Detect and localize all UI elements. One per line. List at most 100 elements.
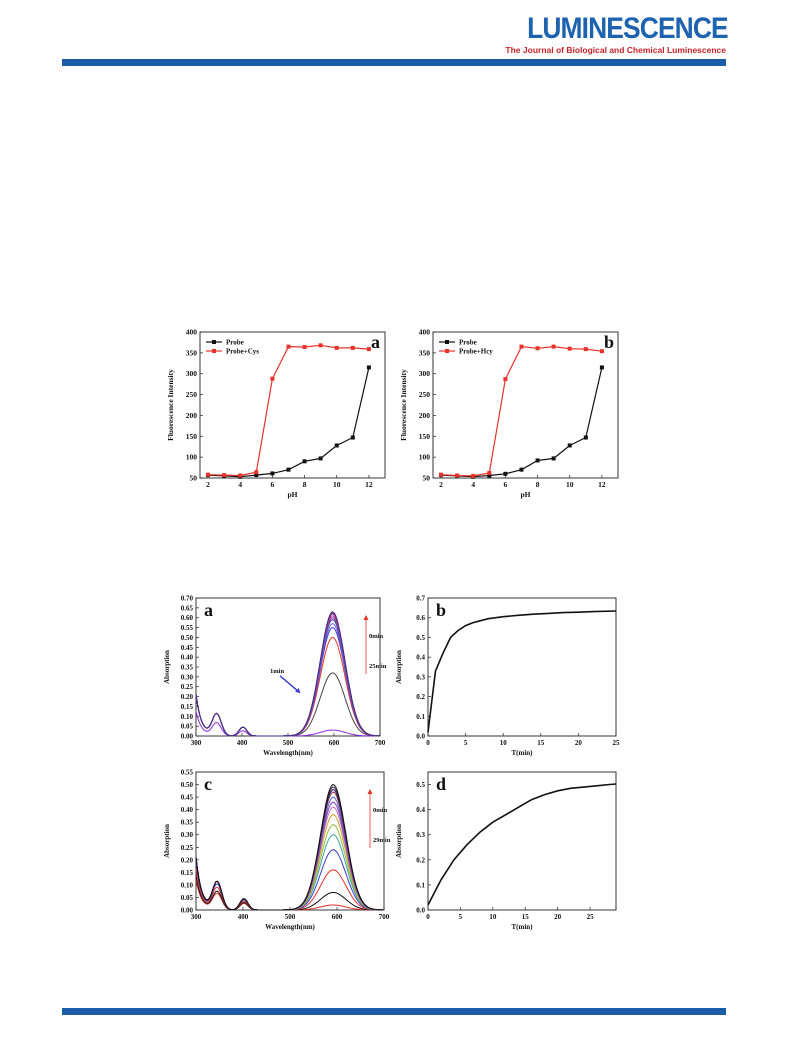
- x-axis-label: pH: [520, 490, 530, 499]
- x-tick-label: 2: [439, 480, 443, 489]
- panel-label: a: [204, 600, 213, 620]
- y-tick-label: 0.20: [181, 856, 194, 864]
- y-tick-label: 150: [419, 432, 431, 441]
- data-point: [551, 344, 556, 349]
- spectrum-line: [195, 711, 380, 737]
- x-tick-label: 700: [379, 913, 390, 921]
- data-point: [599, 365, 604, 370]
- data-point: [503, 471, 508, 476]
- y-tick-label: 100: [419, 453, 431, 462]
- y-tick-label: 0.05: [181, 894, 194, 902]
- series-line: [207, 367, 370, 478]
- y-tick-label: 400: [186, 328, 198, 337]
- annotation-arrow: [279, 675, 301, 694]
- data-point: [254, 473, 259, 478]
- annotation-bottom-time: 29min: [373, 837, 391, 844]
- y-tick-label: 0.65: [181, 604, 194, 612]
- legend-swatch-marker: [212, 349, 216, 353]
- y-tick-label: 0.10: [181, 713, 194, 721]
- ph-cys-chart: 2 4 6 8 10 12 50 100 150 200 250 300 350 400 pH Fluores…: [166, 328, 386, 499]
- data-point: [350, 345, 355, 350]
- legend-entry: Probe+Hcy: [459, 348, 493, 356]
- x-tick-label: 400: [237, 739, 248, 747]
- y-tick-label: 0.40: [181, 654, 194, 662]
- y-tick-label: 0.60: [181, 614, 194, 622]
- y-tick-label: 0.2: [416, 693, 425, 701]
- data-point: [318, 343, 323, 348]
- x-tick-label: 10: [566, 480, 574, 489]
- data-point: [551, 456, 556, 461]
- annotation-top-time: 0min: [369, 633, 383, 640]
- data-point: [503, 377, 508, 382]
- x-tick-label: 20: [554, 913, 562, 921]
- x-tick-label: 6: [271, 480, 275, 489]
- data-point: [206, 472, 211, 477]
- y-tick-label: 350: [186, 348, 198, 357]
- x-tick-label: 700: [375, 739, 386, 747]
- spectrum-line: [195, 611, 380, 737]
- x-axis-label: pH: [287, 490, 297, 499]
- y-tick-label: 400: [419, 328, 431, 337]
- legend-entry: Probe+Cys: [226, 348, 259, 356]
- spectrum-line: [195, 834, 384, 911]
- x-tick-label: 8: [536, 480, 540, 489]
- y-tick-label: 0.40: [181, 806, 194, 814]
- plot-frame: [432, 331, 619, 479]
- y-tick-label: 0.70: [181, 595, 194, 603]
- series-line: [440, 345, 602, 477]
- data-point: [350, 435, 355, 440]
- kinetics-line: [427, 783, 617, 906]
- annotation-early-time: 1min: [270, 668, 284, 675]
- data-point: [318, 456, 323, 461]
- plot-frame: [195, 597, 381, 737]
- y-tick-label: 0.50: [181, 634, 194, 642]
- y-tick-label: 0.50: [181, 781, 194, 789]
- x-tick-label: 10: [333, 480, 341, 489]
- y-tick-label: 50: [423, 474, 431, 483]
- spectrum-line: [195, 623, 380, 737]
- y-tick-label: 250: [419, 390, 431, 399]
- journal-name: LUMINESCENCE: [527, 12, 729, 45]
- series-line: [207, 344, 369, 477]
- x-tick-label: 500: [283, 739, 294, 747]
- y-tick-label: 0.3: [416, 673, 425, 681]
- y-tick-label: 350: [419, 348, 431, 357]
- y-tick-label: 0.2: [416, 856, 425, 864]
- x-tick-label: 15: [537, 739, 545, 747]
- time-arrow-head: [363, 615, 369, 620]
- y-axis-label: Fluorescence Intensity: [399, 369, 408, 441]
- y-tick-label: 0.10: [181, 881, 194, 889]
- y-tick-label: 0.00: [181, 907, 194, 915]
- plot-frame: [199, 331, 386, 479]
- data-point: [270, 376, 275, 381]
- data-point: [567, 346, 572, 351]
- data-point: [519, 344, 524, 349]
- ph-hcy-chart: 2 4 6 8 10 12 50 100 150 200 250 300 350 400 pH Fluores…: [399, 328, 619, 499]
- y-tick-label: 250: [186, 390, 198, 399]
- y-axis-label: Absorption: [163, 824, 171, 858]
- y-tick-label: 0.55: [181, 624, 194, 632]
- plot-frame: [427, 771, 617, 911]
- annotation-top-time: 0min: [373, 807, 387, 814]
- data-point: [286, 467, 291, 472]
- x-tick-label: 10: [500, 739, 508, 747]
- y-tick-label: 0.25: [181, 844, 194, 852]
- data-point: [334, 345, 339, 350]
- y-tick-label: 0.35: [181, 819, 194, 827]
- y-tick-label: 0.6: [416, 614, 425, 622]
- x-axis-label: T(min): [512, 923, 534, 931]
- absorption-kinetics-b: 0 5 10 15 20 25 0.0 0.1 0.2 0.3 0.4 0.5 0.6 0.7 T(min)…: [395, 595, 620, 758]
- y-tick-label: 300: [186, 369, 198, 378]
- panel-label: b: [436, 600, 446, 620]
- journal-subtitle: The Journal of Biological and Chemical L…: [505, 45, 726, 55]
- series-line: [440, 367, 603, 478]
- journal-brand: LUMINESCENCE The Journal of Biological a…: [500, 12, 729, 56]
- y-tick-label: 0.1: [416, 881, 425, 889]
- x-axis-label: Wavelength(nm): [263, 749, 313, 757]
- y-tick-label: 0.45: [181, 644, 194, 652]
- y-tick-label: 200: [419, 411, 431, 420]
- x-tick-label: 300: [191, 739, 202, 747]
- y-tick-label: 50: [190, 474, 198, 483]
- y-tick-label: 0.1: [416, 713, 425, 721]
- data-point: [366, 365, 371, 370]
